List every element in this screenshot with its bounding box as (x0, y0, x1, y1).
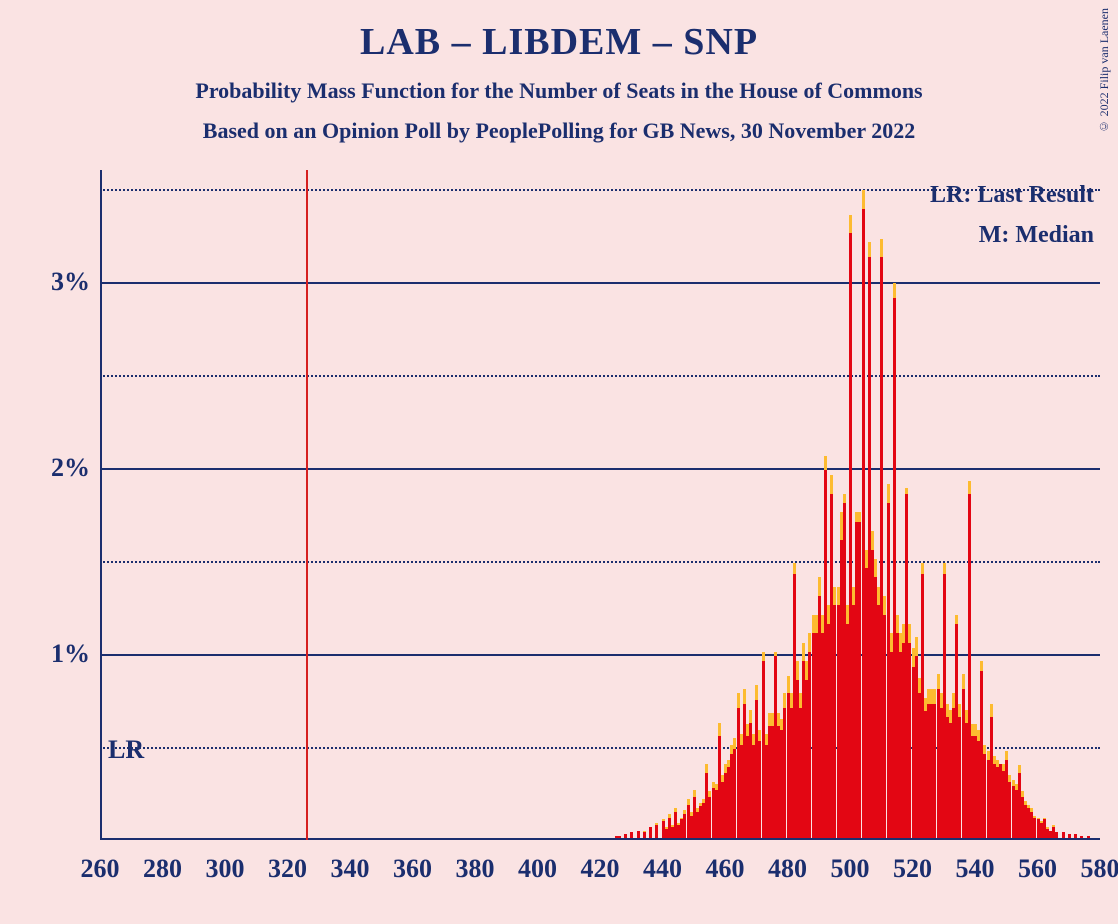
bar-series-a (624, 834, 627, 838)
bar-series-a (1055, 832, 1058, 838)
x-tick-label: 340 (331, 854, 370, 884)
x-tick-label: 360 (393, 854, 432, 884)
bar-series-a (630, 832, 633, 838)
x-tick-label: 440 (643, 854, 682, 884)
y-tick-label: 3% (51, 267, 90, 297)
bar-series-a (643, 832, 646, 838)
chart-title: LAB – LIBDEM – SNP (0, 0, 1118, 64)
x-tick-label: 580 (1081, 854, 1118, 884)
y-tick-label: 2% (51, 453, 90, 483)
chart-container: 1% 2% 3% 260 280 300 320 340 360 380 400 420 440 460… (30, 170, 1100, 890)
bar-series-a (1062, 832, 1065, 838)
plot-area: 1%2%3% 260280300320340360380400420440460… (100, 170, 1100, 840)
chart-subtitle-2: Based on an Opinion Poll by PeoplePollin… (0, 118, 1118, 144)
bars-layer (100, 170, 1100, 840)
x-tick-label: 520 (893, 854, 932, 884)
bar-series-a (649, 827, 652, 838)
x-tick-label: 480 (768, 854, 807, 884)
copyright-text: © 2022 Filip van Laenen (1097, 8, 1112, 133)
x-tick-label: 380 (456, 854, 495, 884)
x-tick-label: 300 (206, 854, 245, 884)
x-tick-label: 420 (581, 854, 620, 884)
x-tick-label: 500 (831, 854, 870, 884)
bar-series-a (618, 836, 621, 838)
bar-series-a (655, 825, 658, 838)
x-tick-label: 260 (81, 854, 120, 884)
x-tick-label: 560 (1018, 854, 1057, 884)
bar-series-a (1087, 836, 1090, 838)
y-tick-label: 1% (51, 639, 90, 669)
bar-series-a (637, 831, 640, 838)
x-tick-label: 320 (268, 854, 307, 884)
x-tick-label: 460 (706, 854, 745, 884)
bar-series-a (1074, 834, 1077, 838)
x-tick-label: 280 (143, 854, 182, 884)
bar-series-a (1080, 836, 1083, 838)
bar-series-a (1068, 834, 1071, 838)
x-tick-label: 540 (956, 854, 995, 884)
x-tick-label: 400 (518, 854, 557, 884)
chart-subtitle-1: Probability Mass Function for the Number… (0, 78, 1118, 104)
